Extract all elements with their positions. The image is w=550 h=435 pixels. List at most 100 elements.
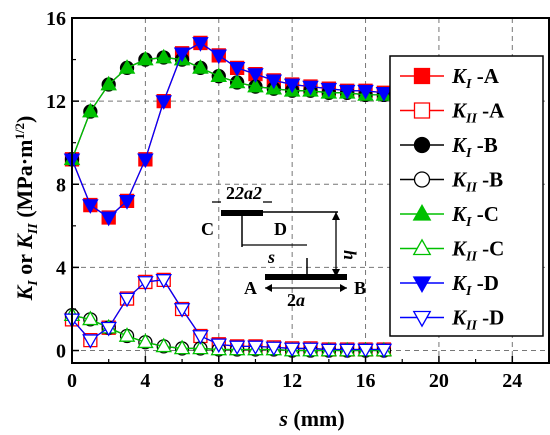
axes: 0 4 8 12 16 20 24 0 4 8 12 16 <box>46 8 550 392</box>
legend-marker <box>412 204 432 221</box>
data-point <box>118 327 136 342</box>
point-c-label: C <box>201 219 214 239</box>
data-point <box>228 73 246 89</box>
series-line <box>71 56 384 160</box>
series-layer <box>63 35 393 359</box>
series-4 <box>63 48 393 166</box>
series-7 <box>63 274 393 359</box>
data-point <box>338 84 356 100</box>
bottom-arrow-left <box>265 284 272 292</box>
legend-marker <box>413 171 431 188</box>
data-point <box>173 339 191 355</box>
data-point <box>192 330 209 345</box>
bottom-crack <box>265 274 347 280</box>
bottom-crack-label: 2a <box>287 290 305 310</box>
data-point <box>228 340 246 356</box>
legend-marker <box>412 276 432 293</box>
data-point <box>137 276 154 291</box>
data-point <box>247 77 264 93</box>
x-tick-label: 4 <box>140 370 150 392</box>
y-tick-label: 4 <box>56 257 66 279</box>
data-point <box>247 340 264 356</box>
data-point <box>155 95 172 110</box>
data-point <box>155 337 172 353</box>
legend-label: KII -A <box>451 99 505 127</box>
data-point <box>210 338 228 354</box>
data-point <box>82 199 99 214</box>
plot-frame <box>71 17 550 364</box>
series-line <box>71 279 384 351</box>
data-point <box>375 86 393 102</box>
series-6 <box>63 37 393 227</box>
x-tick-label: 12 <box>282 370 302 392</box>
data-point <box>192 339 209 355</box>
legend-label: KI -C <box>451 202 499 230</box>
legend-entry: KI -C <box>400 202 499 230</box>
legend-marker <box>413 102 431 119</box>
data-point <box>357 84 374 100</box>
data-point <box>228 62 246 77</box>
series-2 <box>64 50 392 167</box>
data-point <box>320 343 338 359</box>
data-point <box>338 343 356 359</box>
data-point <box>283 342 301 358</box>
bottom-arrow-right <box>340 284 347 292</box>
x-tick-label: 20 <box>429 370 449 392</box>
y-tick-label: 0 <box>56 341 66 363</box>
data-point <box>320 82 338 98</box>
spacing-label: s <box>267 247 275 267</box>
data-point <box>155 274 172 289</box>
legend-label: KII -D <box>451 306 504 334</box>
point-a-label: A <box>244 278 257 298</box>
data-point <box>82 102 99 118</box>
data-point <box>192 59 209 74</box>
x-tick-label: 8 <box>214 370 224 392</box>
data-point <box>100 75 117 91</box>
legend-label: KII -B <box>451 168 503 196</box>
x-axis-title: s (mm) <box>278 406 344 431</box>
legend-label: KI -A <box>451 64 500 92</box>
data-point <box>118 59 136 74</box>
legend-marker <box>413 136 431 154</box>
data-point <box>82 334 99 349</box>
data-point <box>357 343 374 359</box>
data-point <box>137 50 154 66</box>
legend-marker <box>412 238 432 256</box>
top-crack <box>221 210 263 216</box>
legend: KI -A KII -A KI -B KII -B KI -C KII -C KI -D KI… <box>389 55 544 337</box>
legend-entry: KII -D <box>400 306 504 334</box>
legend-entry: KI -A <box>400 64 500 92</box>
data-point <box>82 310 99 326</box>
data-point <box>265 74 283 90</box>
data-point <box>100 211 117 227</box>
crack-schematic: 22a2 C D s h A B 2a <box>201 183 366 310</box>
point-b-label: B <box>354 278 366 298</box>
legend-entry: KII -B <box>400 168 503 196</box>
data-point <box>247 68 264 83</box>
data-point <box>173 303 191 318</box>
y-tick-label: 8 <box>56 174 66 196</box>
data-point <box>100 321 117 337</box>
data-point <box>192 37 209 52</box>
x-tick-label: 0 <box>67 370 77 392</box>
data-point <box>173 47 191 63</box>
data-point <box>283 78 301 94</box>
legend-entry: KII -C <box>400 237 504 265</box>
legend-marker <box>413 67 431 85</box>
legend-marker <box>412 310 432 328</box>
data-point <box>137 153 154 169</box>
data-point <box>137 333 154 349</box>
legend-label: KI -D <box>451 271 499 299</box>
legend-entry: KI -B <box>400 133 498 161</box>
data-point <box>118 195 136 210</box>
point-d-label: D <box>274 219 287 239</box>
legend-entry: KII -A <box>400 99 505 127</box>
data-point <box>302 80 319 96</box>
legend-label: KII -C <box>451 237 504 265</box>
y-tick-label: 16 <box>46 8 66 30</box>
height-arrow-up <box>332 212 340 220</box>
y-tick-label: 12 <box>46 91 66 113</box>
data-point <box>302 342 319 358</box>
data-point <box>210 49 228 65</box>
series-line <box>71 279 384 351</box>
